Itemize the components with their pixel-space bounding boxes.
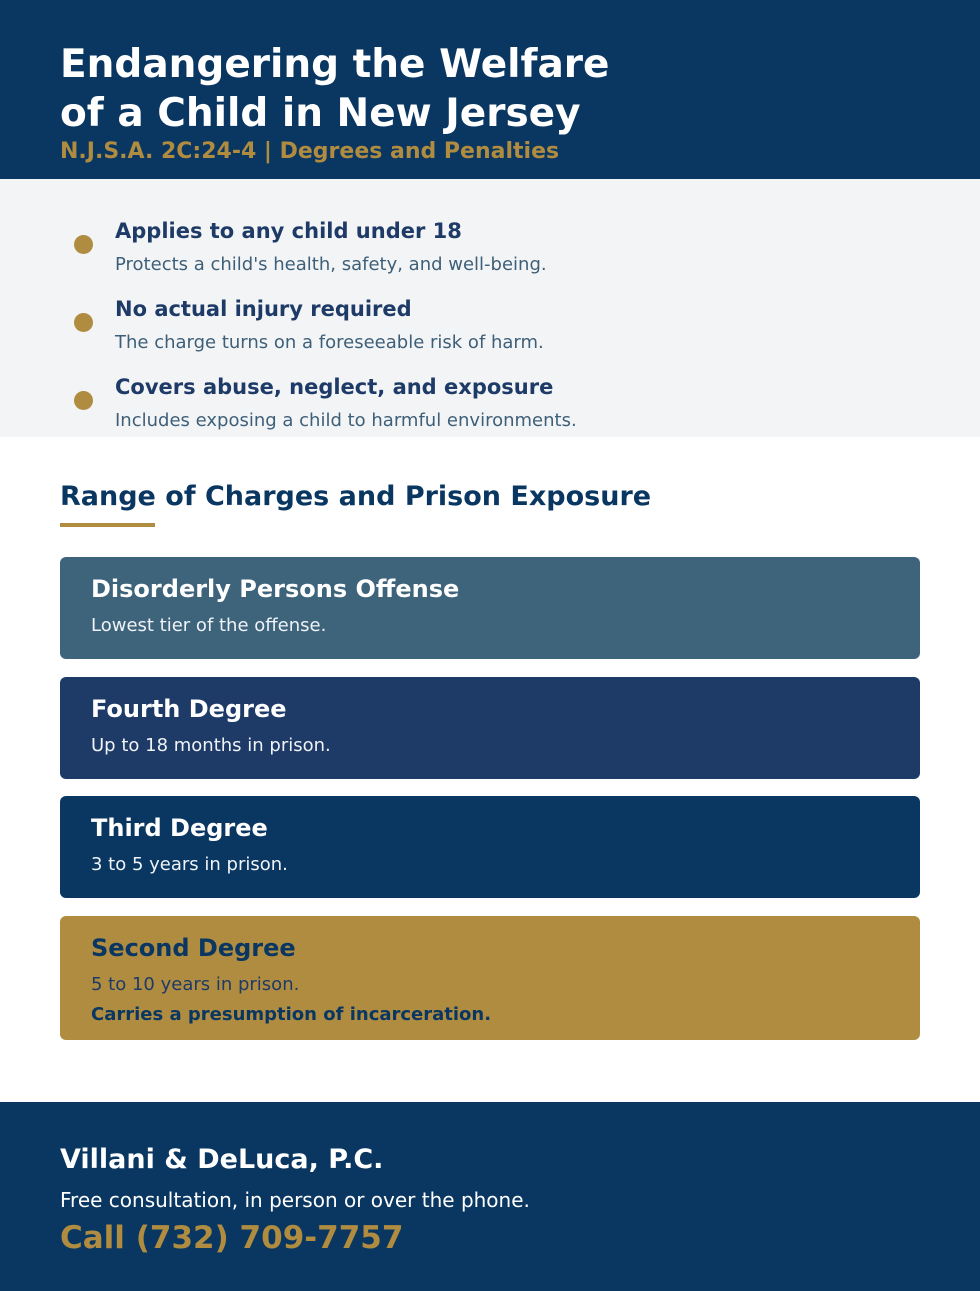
bullet-dot-icon — [74, 235, 93, 254]
bullet-dot-icon — [74, 313, 93, 332]
page-title-line1: Endangering the Welfare — [60, 42, 610, 87]
charge-card-fourth-degree: Fourth Degree Up to 18 months in prison. — [60, 677, 920, 779]
key-point: Covers abuse, neglect, and exposure Incl… — [0, 371, 980, 441]
section-underline — [60, 523, 155, 527]
section-title: Range of Charges and Prison Exposure — [60, 481, 652, 512]
key-point-title: No actual injury required — [115, 297, 412, 321]
header-banner: Endangering the Welfare of a Child in Ne… — [0, 0, 980, 179]
charge-title: Fourth Degree — [91, 695, 287, 723]
charge-description: 3 to 5 years in prison. — [91, 854, 288, 875]
charge-title: Second Degree — [91, 934, 296, 962]
charge-description: Up to 18 months in prison. — [91, 735, 331, 756]
charge-description: Lowest tier of the offense. — [91, 615, 327, 636]
firm-name: Villani & DeLuca, P.C. — [60, 1144, 384, 1175]
charge-card-disorderly-persons: Disorderly Persons Offense Lowest tier o… — [60, 557, 920, 659]
charge-card-second-degree: Second Degree 5 to 10 years in prison. C… — [60, 916, 920, 1040]
key-point-description: The charge turns on a foreseeable risk o… — [115, 332, 544, 353]
charge-title: Disorderly Persons Offense — [91, 575, 460, 603]
charge-card-third-degree: Third Degree 3 to 5 years in prison. — [60, 796, 920, 898]
key-point-title: Covers abuse, neglect, and exposure — [115, 375, 554, 399]
charge-note: Carries a presumption of incarceration. — [91, 1004, 492, 1025]
charge-title: Third Degree — [91, 814, 268, 842]
consultation-text: Free consultation, in person or over the… — [60, 1188, 530, 1212]
footer-banner: Villani & DeLuca, P.C. Free consultation… — [0, 1102, 980, 1291]
page-subtitle: N.J.S.A. 2C:24-4 | Degrees and Penalties — [60, 139, 560, 164]
key-point: Applies to any child under 18 Protects a… — [0, 215, 980, 285]
page-title-line2: of a Child in New Jersey — [60, 91, 581, 136]
phone-call-link[interactable]: Call (732) 709-7757 — [60, 1220, 404, 1256]
key-point: No actual injury required The charge tur… — [0, 293, 980, 363]
key-point-description: Includes exposing a child to harmful env… — [115, 410, 577, 431]
page-title: Endangering the Welfare of a Child in Ne… — [60, 40, 920, 138]
charge-description: 5 to 10 years in prison. — [91, 974, 300, 995]
key-points-section: Applies to any child under 18 Protects a… — [0, 179, 980, 437]
bullet-dot-icon — [74, 391, 93, 410]
key-point-title: Applies to any child under 18 — [115, 219, 462, 243]
key-point-description: Protects a child's health, safety, and w… — [115, 254, 547, 275]
